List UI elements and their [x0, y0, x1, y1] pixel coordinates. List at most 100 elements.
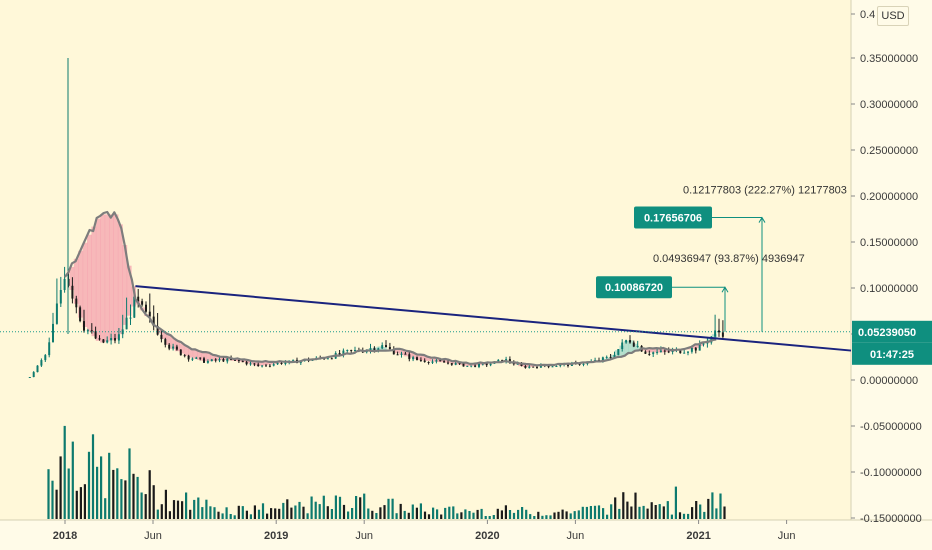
candle-body — [427, 362, 430, 363]
time-axis-ticks: 2018 Jun 2019 Jun 2020 Jun 2021 Jun — [53, 520, 795, 542]
candle-body — [284, 362, 287, 364]
volume-bar — [699, 504, 702, 519]
volume-bar — [569, 513, 572, 519]
cloud-segment — [632, 343, 638, 352]
cloud-segment — [263, 361, 268, 366]
cloud-segment — [188, 348, 194, 358]
measure-1-target-label: 0.10086720 — [605, 282, 663, 294]
cloud-segment — [421, 355, 427, 361]
cloud-segment — [641, 348, 647, 351]
candle-body — [408, 354, 411, 360]
cloud-segment — [113, 214, 119, 340]
candle-body — [478, 363, 480, 367]
volume-bar — [282, 502, 285, 519]
candle-body — [373, 348, 376, 351]
candle-body — [388, 347, 391, 349]
candle-body — [237, 360, 240, 362]
volume-bar — [537, 511, 540, 519]
candle-body — [350, 350, 353, 351]
volume-bar — [91, 434, 95, 519]
volume-bar — [484, 516, 487, 519]
moving-average-path — [64, 210, 717, 367]
volume-bar — [407, 512, 410, 519]
volume-bar — [257, 509, 261, 519]
trendline-path[interactable] — [135, 285, 852, 352]
candle-body — [454, 363, 457, 365]
candle-body — [152, 316, 155, 327]
candle-body — [613, 354, 616, 358]
candle-body — [63, 278, 66, 290]
cloud-segment — [245, 360, 251, 364]
volume-bar — [682, 513, 686, 519]
candle-body — [617, 349, 620, 355]
volume-bar — [112, 469, 115, 519]
volume-bar — [610, 504, 613, 519]
volume-bar — [51, 480, 54, 519]
candle-body — [261, 365, 264, 367]
cloud-segment — [258, 361, 264, 366]
current-price-label: 0.05239050 — [858, 327, 916, 339]
chart-pane[interactable] — [0, 0, 851, 520]
candle-body — [609, 356, 612, 358]
cloud-segment — [100, 214, 106, 343]
cloud-segment — [219, 356, 224, 360]
volume-bar — [55, 489, 58, 519]
candle-body — [59, 290, 62, 304]
volume-bar — [266, 513, 269, 519]
volume-bar — [464, 509, 467, 519]
cloud-segment — [698, 343, 704, 346]
price-tick-label: -0.10000000 — [860, 467, 922, 479]
candle-body — [536, 366, 538, 368]
volume-bar — [237, 505, 240, 519]
cloud-segment — [91, 226, 97, 337]
candle-body — [179, 349, 182, 356]
currency-label[interactable]: USD — [877, 6, 909, 26]
cloud-segment — [126, 265, 132, 316]
volume-bar — [440, 514, 443, 519]
volume-bar — [59, 456, 62, 519]
volume-bar — [100, 456, 103, 519]
cloud-segment — [637, 347, 642, 351]
cloud-segment — [166, 334, 172, 345]
time-axis-pane[interactable] — [0, 520, 932, 550]
volume-bar — [525, 509, 528, 519]
candle-body — [636, 345, 639, 347]
volume-bar — [460, 512, 463, 519]
volume-bar — [634, 492, 637, 519]
volume-bar — [614, 497, 617, 519]
volume-bar — [334, 495, 337, 519]
candle-body — [226, 358, 229, 362]
price-axis-pane[interactable] — [851, 0, 932, 520]
candle-body — [458, 363, 461, 365]
candle-body — [276, 362, 279, 365]
time-tick-label: Jun — [355, 530, 373, 542]
price-tick-label: 0.4 — [860, 9, 875, 21]
volume-bar — [359, 497, 362, 519]
volume-bar — [719, 493, 722, 519]
volume-bar — [606, 514, 609, 519]
volume-bar — [602, 508, 605, 519]
candle-body — [265, 365, 267, 367]
trendline[interactable] — [135, 285, 852, 352]
volume-bar — [120, 479, 123, 519]
cloud-segment — [373, 347, 378, 351]
volume-bar — [670, 514, 673, 519]
volume-bar — [496, 508, 499, 519]
measure-2-arrow-icon — [758, 216, 766, 223]
candle-body — [28, 377, 31, 378]
candle-body — [253, 363, 256, 365]
volume-bar — [79, 487, 82, 519]
cloud-segment — [408, 352, 414, 358]
volume-bar — [306, 513, 309, 519]
volume-bar — [529, 514, 532, 519]
volume-bar — [691, 507, 694, 519]
candle-body — [508, 359, 511, 363]
measure-annotations[interactable]: 0.17656706 0.12177803 (222.27%) 12177803 0… — [596, 185, 847, 332]
measure-1-target-badge[interactable] — [596, 276, 672, 299]
price-tick-label: 0.15000000 — [860, 237, 918, 249]
measure-2-target-label: 0.17656706 — [644, 213, 702, 225]
cloud-segment — [249, 360, 255, 365]
volume-bar — [249, 514, 252, 519]
measure-2-target-badge[interactable] — [634, 206, 712, 229]
